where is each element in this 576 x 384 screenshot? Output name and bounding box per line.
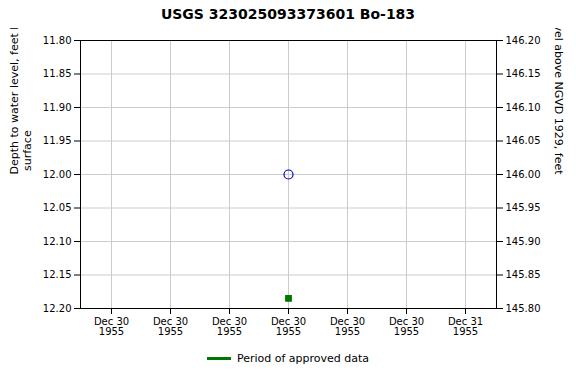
svg-text:Dec 301955: Dec 301955 bbox=[212, 316, 247, 337]
svg-text:Dec 301955: Dec 301955 bbox=[153, 316, 188, 337]
svg-text:145.85: 145.85 bbox=[506, 269, 541, 280]
svg-text:11.95: 11.95 bbox=[43, 135, 72, 146]
svg-text:Groundwater level above NGVD 1: Groundwater level above NGVD 1929, feet bbox=[552, 28, 565, 175]
svg-text:12.00: 12.00 bbox=[43, 169, 72, 180]
svg-text:Dec 301955: Dec 301955 bbox=[94, 316, 129, 337]
svg-text:145.80: 145.80 bbox=[506, 303, 541, 314]
html-text:USGS 323025093373601 Bo-183: USGS 323025093373601 Bo-183 bbox=[160, 6, 416, 22]
svg-text:145.90: 145.90 bbox=[506, 236, 541, 247]
svg-text:146.05: 146.05 bbox=[506, 135, 541, 146]
svg-text:11.80: 11.80 bbox=[43, 35, 72, 46]
svg-text:Depth to water level, feet bel: Depth to water level, feet below land su… bbox=[8, 28, 34, 175]
svg-text:Dec 311955: Dec 311955 bbox=[448, 316, 483, 337]
svg-text:11.90: 11.90 bbox=[43, 102, 72, 113]
svg-text:146.10: 146.10 bbox=[506, 102, 541, 113]
svg-text:12.20: 12.20 bbox=[43, 303, 72, 314]
svg-text:12.15: 12.15 bbox=[43, 269, 72, 280]
svg-text:146.20: 146.20 bbox=[506, 35, 541, 46]
svg-text:11.85: 11.85 bbox=[43, 68, 72, 79]
svg-text:Dec 301955: Dec 301955 bbox=[330, 316, 365, 337]
svg-text:146.15: 146.15 bbox=[506, 68, 541, 79]
svg-text:Dec 301955: Dec 301955 bbox=[271, 316, 306, 337]
svg-text:146.00: 146.00 bbox=[506, 169, 541, 180]
svg-text:145.95: 145.95 bbox=[506, 202, 541, 213]
svg-text:12.05: 12.05 bbox=[43, 202, 72, 213]
svg-text:12.10: 12.10 bbox=[43, 236, 72, 247]
svg-text:Dec 301955: Dec 301955 bbox=[389, 316, 424, 337]
html-text:Period of approved data: Period of approved data bbox=[236, 352, 370, 365]
